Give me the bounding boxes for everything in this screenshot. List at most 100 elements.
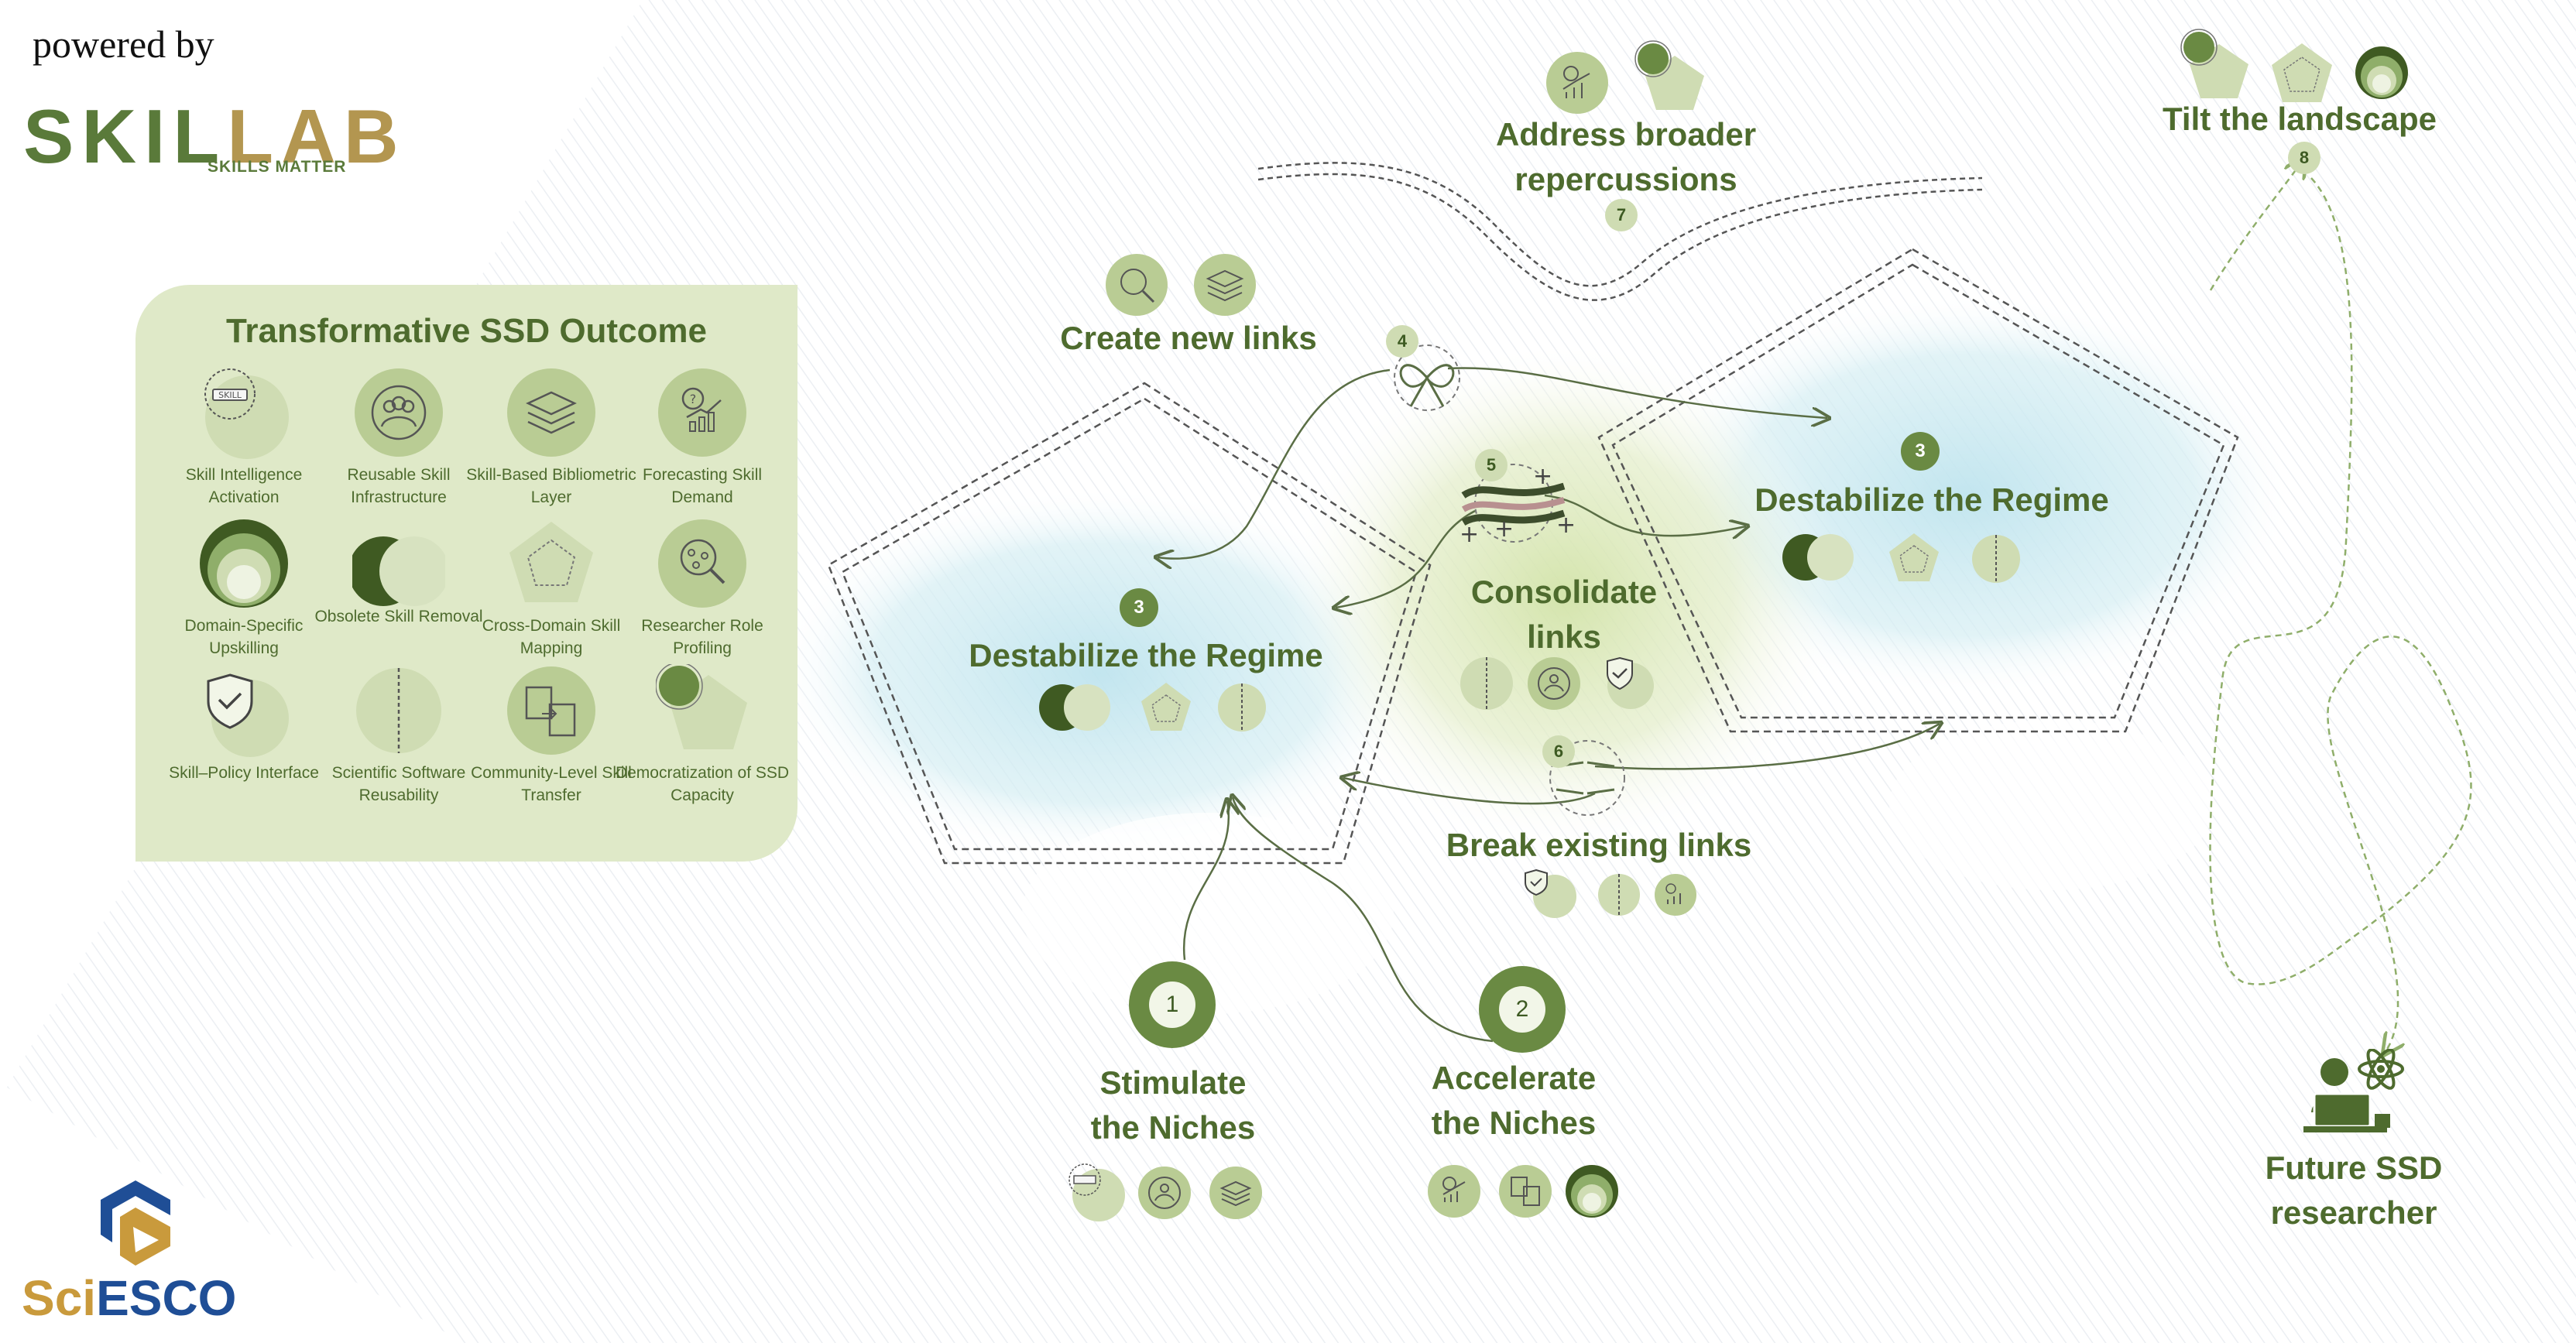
stacked-layers-icon <box>1194 254 1256 316</box>
svg-text:?: ? <box>690 392 697 406</box>
dashed-divider-icon <box>356 668 441 753</box>
step-2-label-line1: Accelerate <box>1431 1060 1597 1096</box>
dashed-divider-icon <box>1598 874 1640 916</box>
outcome-label: Skill-Based Bibliometric Layer <box>466 466 636 506</box>
sciesco-emblem-icon <box>101 1180 170 1266</box>
chart-question-icon <box>1546 52 1608 114</box>
chart-question-icon: ? <box>658 368 746 457</box>
outcome-label: Domain-Specific Upskilling <box>184 617 304 657</box>
step-6-label: Break existing links <box>1446 827 1752 863</box>
sciesco-logo-prefix: Sci <box>22 1270 97 1326</box>
bundle-icon: + + + + <box>1460 463 1576 548</box>
outcome-panel: Transformative SSD Outcome SKILL Skill I… <box>135 285 797 862</box>
step-1-label: Stimulate the Niches <box>1038 1060 1309 1150</box>
dashed-divider-icon <box>1972 535 2020 583</box>
step-2-number: 2 <box>1499 986 1545 1033</box>
broken-link-icon <box>1549 740 1625 816</box>
researcher-laptop-icon <box>2303 1049 2404 1132</box>
pentagon-dot-icon <box>2180 29 2248 98</box>
step-3-left-label: Destabilize the Regime <box>969 637 1323 673</box>
eclipse-circles-icon <box>1039 684 1110 731</box>
skill-badge-icon <box>1068 1163 1125 1221</box>
outcome-label: Democratization of SSD Capacity <box>615 764 790 804</box>
pentagon-icon <box>2272 43 2332 102</box>
pentagon-icon <box>509 522 593 602</box>
step-3-right-badge: 3 <box>1901 432 1940 471</box>
skilab-logo: SKILLAB <box>23 93 406 180</box>
svg-text:+: + <box>1533 463 1552 490</box>
people-group-icon <box>1138 1167 1191 1219</box>
powered-by-text: powered by <box>33 22 214 66</box>
stacked-layers-icon <box>1209 1167 1262 1219</box>
step-1-circle: 1 <box>1129 961 1216 1048</box>
dashed-divider-icon <box>1460 657 1513 710</box>
shield-check-icon <box>1525 868 1576 918</box>
magnifier-network-icon <box>1106 254 1168 316</box>
step-3-left-badge: 3 <box>1120 588 1158 627</box>
step-1-number: 1 <box>1149 982 1195 1028</box>
chart-question-icon <box>1428 1165 1480 1218</box>
svg-text:SKILL: SKILL <box>218 390 242 400</box>
pentagon-dot-icon <box>1634 40 1704 110</box>
researcher-label-line2: researcher <box>2270 1194 2437 1231</box>
nested-circles-icon <box>1566 1165 1618 1218</box>
step-5-label-line1: Consolidate <box>1470 574 1658 610</box>
nested-circles-icon <box>2355 46 2408 99</box>
step-4-label: Create new links <box>1060 320 1317 356</box>
step-1-label-line1: Stimulate <box>1099 1064 1247 1101</box>
outcome-label: Skill Intelligence Activation <box>185 466 303 506</box>
step-7-badge: 7 <box>1605 199 1638 231</box>
step-5-label-line2: links <box>1527 618 1601 655</box>
eclipse-circles-icon <box>352 536 445 606</box>
magnifier-network-icon <box>658 519 746 608</box>
step-4-badge: 4 <box>1386 325 1418 358</box>
eclipse-circles-icon <box>1782 534 1854 581</box>
step-5-badge: 5 <box>1475 449 1508 481</box>
researcher-label-line1: Future SSD <box>2265 1149 2443 1186</box>
outcome-label: Community-Level Skill Transfer <box>471 764 632 804</box>
dashed-divider-icon <box>1218 683 1266 731</box>
step-3-right-label: Destabilize the Regime <box>1754 481 2109 518</box>
outcome-label: Scientific Software Reusability <box>331 764 466 804</box>
skilab-logo-prefix: SKIL <box>23 94 228 179</box>
outcome-label: Researcher Role Profiling <box>641 617 763 657</box>
researcher-label: Future SSD researcher <box>2214 1146 2493 1235</box>
step-8-label: Tilt the landscape <box>2163 101 2437 137</box>
people-group-icon <box>355 368 443 457</box>
step-7-label-line2: repercussions <box>1514 161 1737 197</box>
step-1-label-line2: the Niches <box>1090 1109 1256 1146</box>
outcome-label: Skill–Policy Interface <box>169 764 319 782</box>
outcome-label: Forecasting Skill Demand <box>642 466 763 506</box>
nested-circles-icon <box>200 519 288 608</box>
shield-check-icon <box>1607 656 1654 709</box>
step-2-circle: 2 <box>1479 966 1566 1053</box>
document-exchange-icon <box>507 666 595 755</box>
pentagon-icon <box>1141 683 1191 731</box>
people-group-icon <box>1528 657 1580 710</box>
svg-text:+: + <box>1494 516 1514 543</box>
outcome-label: Cross-Domain Skill Mapping <box>482 617 621 657</box>
svg-text:+: + <box>1556 512 1576 539</box>
sciesco-logo-suffix: ESCO <box>96 1270 237 1326</box>
svg-text:+: + <box>1460 521 1479 548</box>
step-5-label: Consolidate links <box>1417 570 1711 660</box>
stacked-layers-icon <box>507 368 595 457</box>
skilab-logo-suffix: LAB <box>227 94 406 179</box>
document-exchange-icon <box>1499 1165 1552 1218</box>
step-6-badge: 6 <box>1542 735 1575 768</box>
panel-title: Transformative SSD Outcome <box>225 312 708 350</box>
pentagon-dot-icon <box>656 664 747 749</box>
outcome-label: Reusable Skill Infrastructure <box>347 466 451 506</box>
step-2-label: Accelerate the Niches <box>1378 1056 1649 1146</box>
shield-check-icon <box>207 673 289 757</box>
step-7-label: Address broader repercussions <box>1456 112 1796 202</box>
pentagon-icon <box>1889 533 1939 581</box>
step-7-label-line1: Address broader <box>1495 116 1757 152</box>
ribbon-icon <box>1394 344 1460 411</box>
chart-question-icon <box>1655 874 1696 916</box>
outcome-label: Obsolete Skill Removal <box>314 608 483 625</box>
sciesco-logo: SciESCO <box>22 1269 236 1327</box>
skill-badge-icon: SKILL <box>204 368 289 459</box>
step-8-badge: 8 <box>2288 142 2320 174</box>
